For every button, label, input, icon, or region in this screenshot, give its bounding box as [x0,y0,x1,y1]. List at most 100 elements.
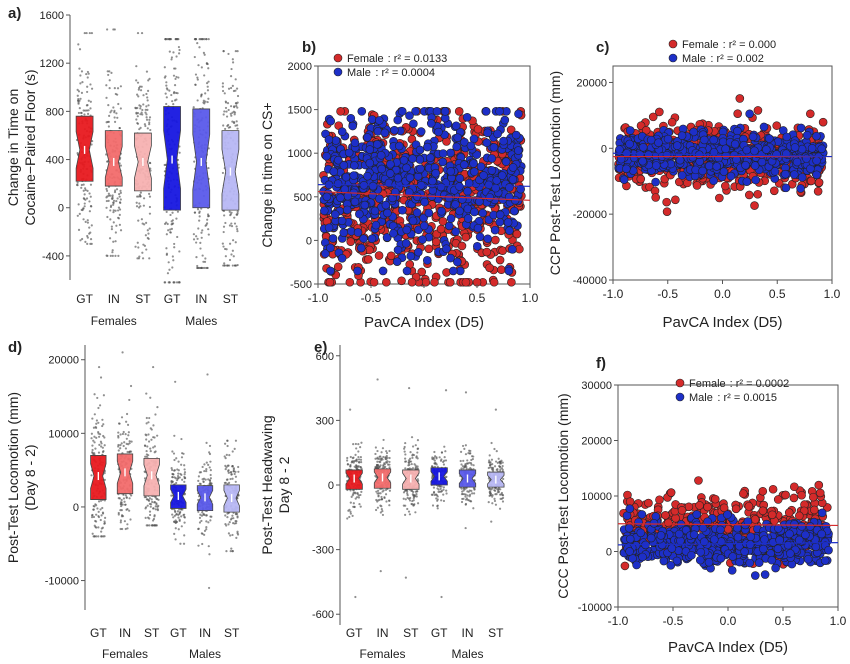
jitter-point [223,262,226,265]
jitter-point [178,476,181,479]
jitter-point [172,452,176,455]
jitter-point [236,230,239,233]
jitter-point [86,242,89,245]
jitter-point [226,102,230,105]
data-point-male [339,160,349,170]
jitter-point [126,423,130,426]
jitter-point [157,504,160,507]
jitter-point [89,183,93,186]
jitter-point [231,533,234,537]
data-point-male [463,214,473,223]
jitter-point [136,93,139,96]
jitter-point [201,38,204,41]
jitter-point [377,499,380,502]
data-point-male [446,214,456,223]
jitter-point [229,75,233,78]
jitter-point [146,89,150,93]
jitter-point [88,192,91,195]
jitter-point [175,281,179,284]
y-tick-label: 1500 [288,105,312,117]
jitter-point [79,111,83,114]
jitter-point [90,437,93,440]
jitter-point [144,108,147,111]
jitter-point [354,453,357,456]
jitter-point [119,201,122,204]
jitter-point [86,112,90,115]
data-point-male [446,253,455,263]
jitter-point [175,75,178,79]
legend-marker-female [333,53,343,63]
jitter-point [224,255,227,258]
jitter-point [227,87,231,90]
jitter-point [207,545,210,548]
jitter-point [227,52,230,56]
y-tick-label: 0 [601,143,607,155]
data-point-male [457,195,467,204]
jitter-point [96,396,99,400]
jitter-point [183,534,186,537]
jitter-point [119,519,123,522]
data-point-male [367,115,377,124]
jitter-point [103,444,106,447]
jitter-point [346,456,349,460]
jitter-point [91,513,94,517]
data-point-male [709,135,718,145]
jitter-point [102,423,105,426]
x-category-label: IN [119,626,131,640]
jitter-point [91,451,94,454]
y-tick-label: -300 [312,545,334,557]
jitter-point [91,444,94,447]
data-point-male [377,164,387,174]
data-point-male [501,157,511,167]
jitter-point [93,524,96,527]
jitter-point [198,211,201,215]
jitter-point [173,242,176,246]
jitter-point [91,532,94,535]
jitter-point [227,126,230,129]
jitter-point [352,502,355,505]
jitter-point [77,228,81,231]
jitter-point [378,460,381,463]
jitter-point [193,55,196,59]
data-point-male [350,161,359,170]
jitter-point [80,208,83,211]
jitter-point [234,439,238,442]
data-point-male [328,234,338,243]
jitter-point [385,454,388,458]
jitter-point [359,465,362,469]
jitter-point [135,111,138,114]
jitter-point [173,458,176,462]
jitter-point [101,506,104,510]
jitter-point [206,218,209,221]
jitter-point [386,460,389,463]
jitter-point [165,81,168,84]
jitter-point [236,530,239,533]
y-tick-label: 0 [58,203,64,215]
data-point-male [415,145,425,155]
jitter-point [230,222,233,225]
jitter-point [207,521,210,524]
x-tick-label: -1.0 [308,291,329,305]
jitter-point [202,260,205,263]
data-point-male [444,193,454,203]
data-point-male [368,181,378,191]
jitter-point [175,512,178,516]
jitter-point [374,446,377,449]
data-point-male [337,254,347,263]
jitter-point [105,206,108,209]
data-point-female [431,237,441,247]
jitter-point [202,480,205,484]
jitter-point [209,469,212,472]
data-point-male [386,159,395,169]
jitter-point [411,445,415,448]
jitter-point [235,225,238,228]
jitter-point [142,243,145,246]
jitter-point [177,472,180,475]
data-point-male [796,184,805,193]
data-point-female [482,247,492,257]
jitter-point [171,472,174,476]
data-point-male [487,154,497,163]
data-point-female [744,190,754,200]
data-point-male [370,206,380,216]
data-point-female [753,106,763,115]
